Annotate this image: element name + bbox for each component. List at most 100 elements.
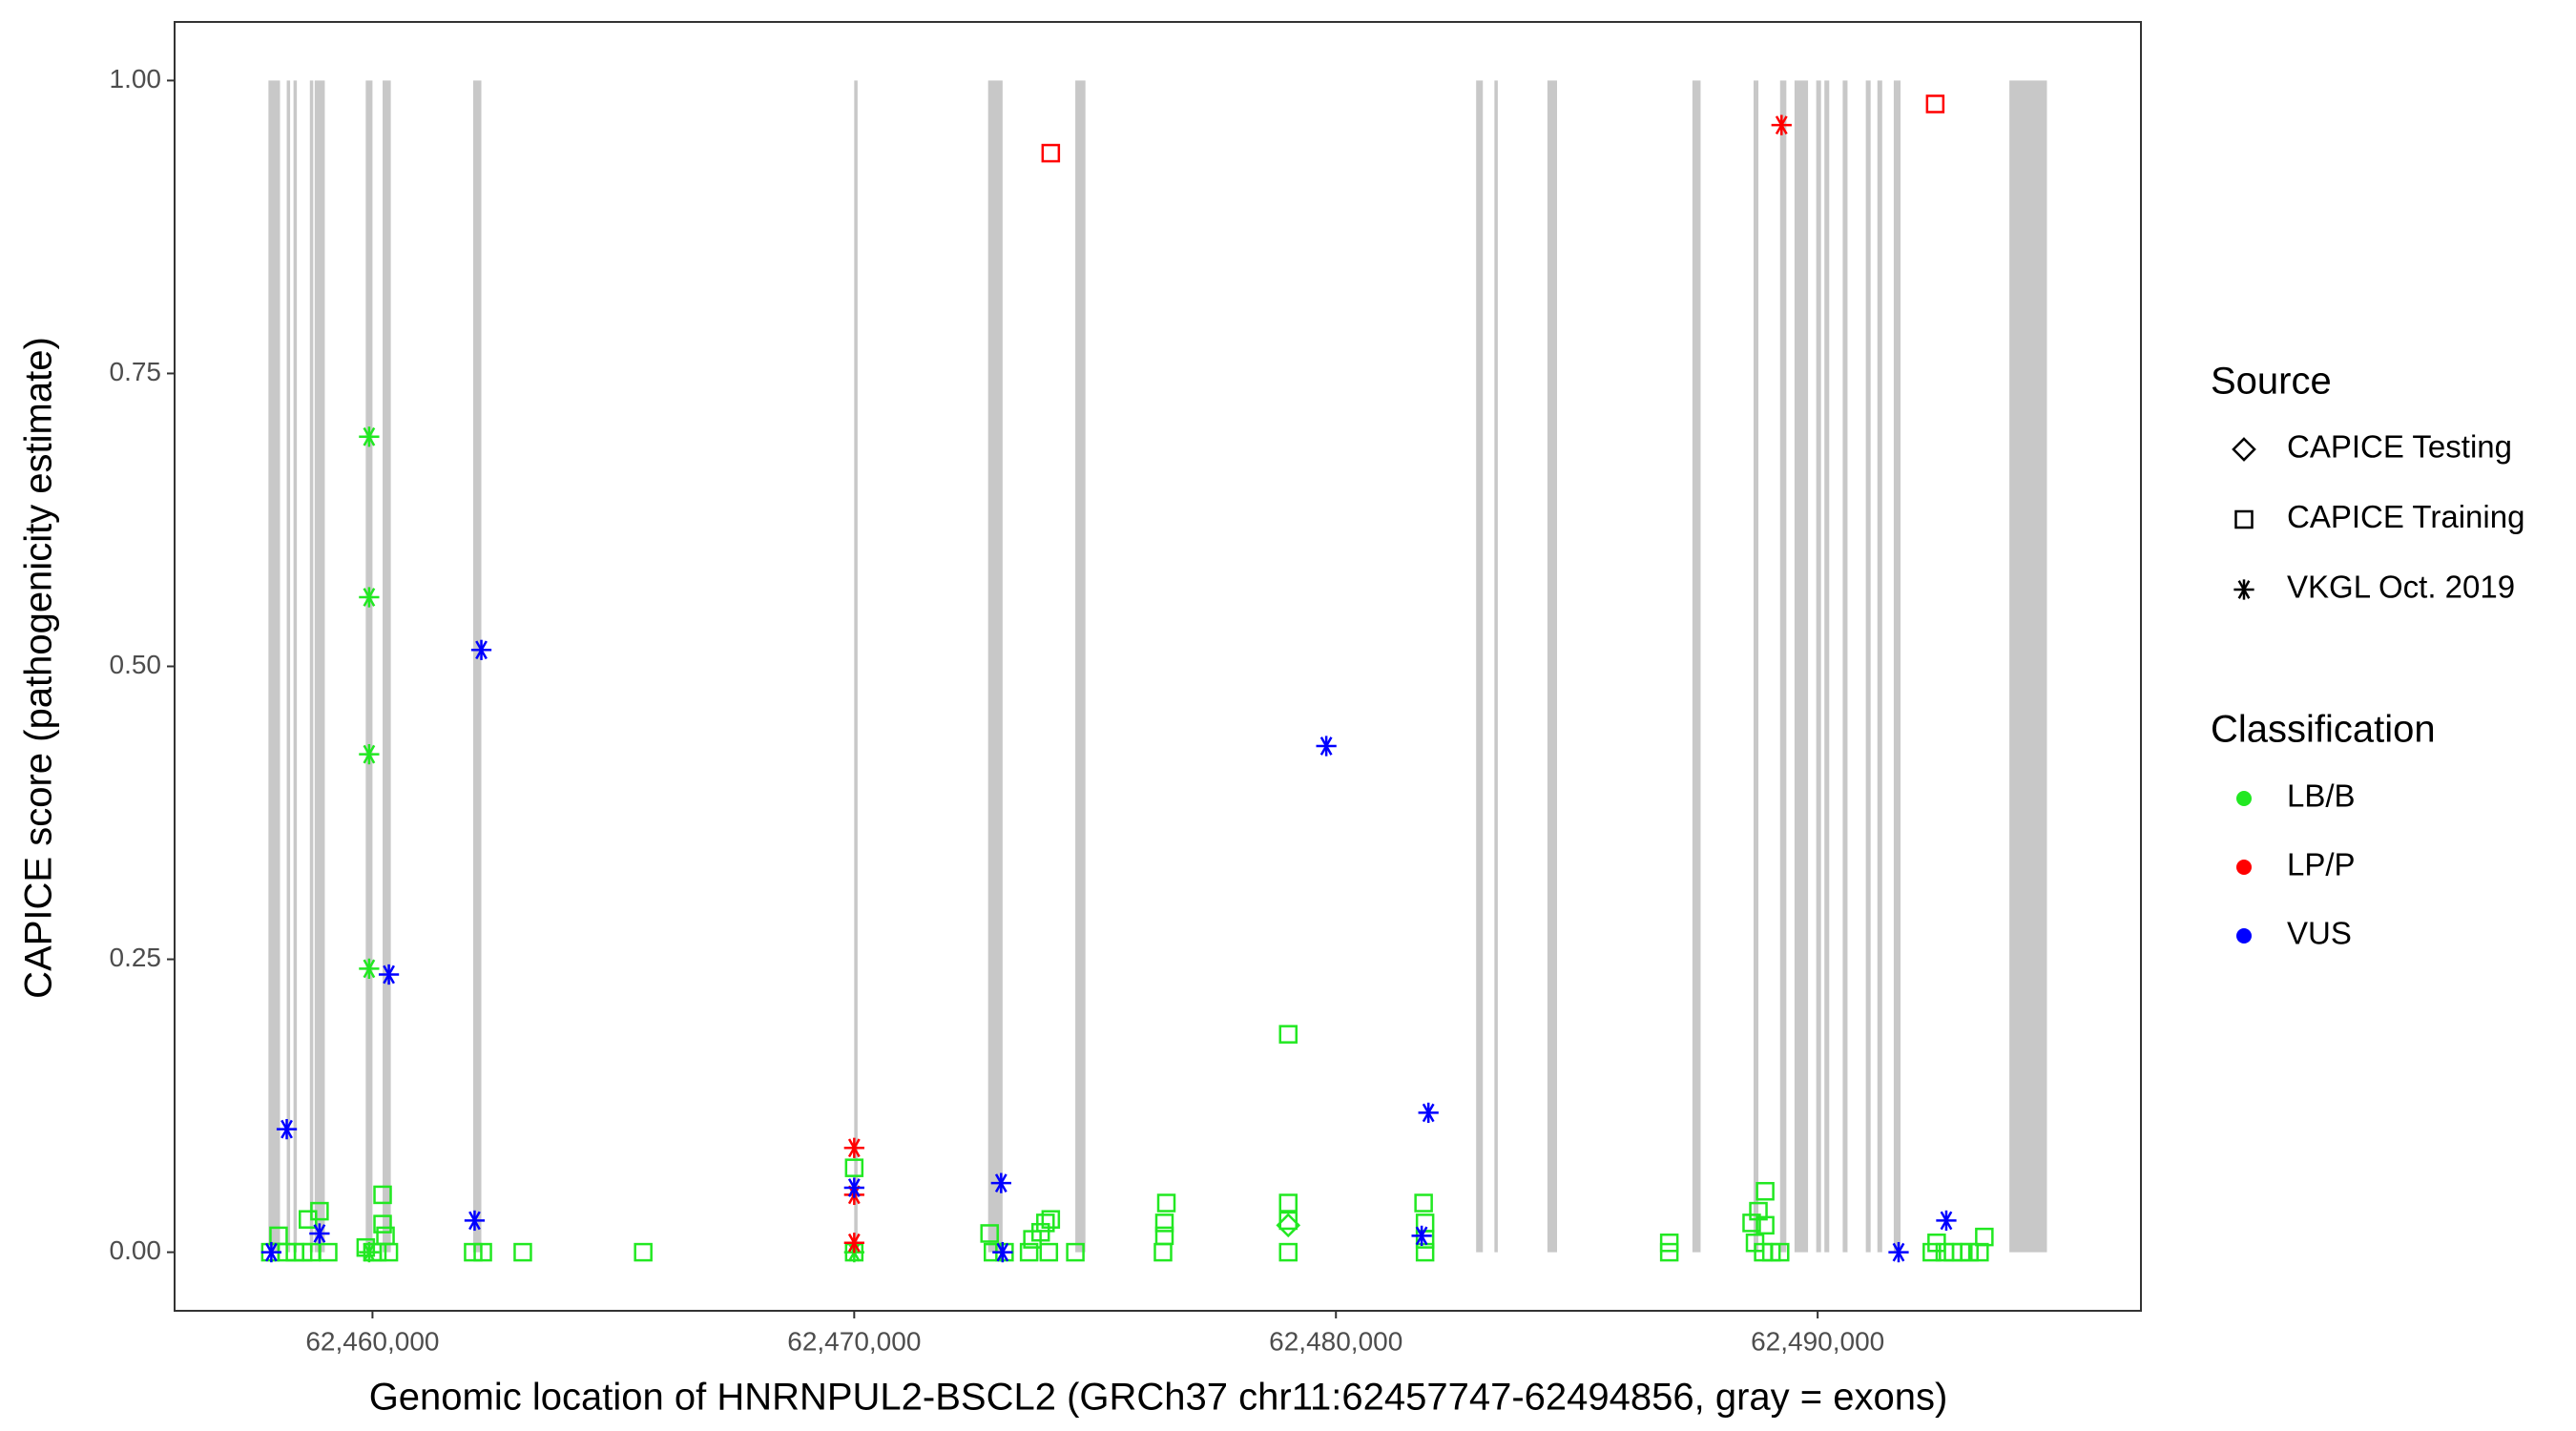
point	[373, 1214, 392, 1234]
point	[276, 1119, 298, 1140]
legend-symbol	[2236, 928, 2252, 944]
point	[1154, 1226, 1174, 1246]
point	[1411, 1225, 1432, 1247]
point	[1925, 94, 1945, 114]
point	[513, 1242, 532, 1262]
exon	[987, 80, 1003, 1253]
square	[1975, 1227, 1994, 1247]
diamond	[2232, 437, 2256, 462]
point	[1659, 1234, 1679, 1253]
legend-label: VKGL Oct. 2019	[2287, 570, 2515, 605]
exon	[365, 80, 373, 1253]
legend-label: VUS	[2287, 916, 2352, 951]
point	[992, 1241, 1013, 1263]
square	[1030, 1222, 1050, 1242]
x-tick-label: 62,480,000	[1269, 1326, 1402, 1356]
square	[634, 1242, 653, 1262]
y-tick-label: 0.00	[110, 1235, 162, 1265]
square	[1659, 1234, 1679, 1253]
point	[1771, 1242, 1790, 1262]
dot	[2236, 791, 2252, 806]
square	[1659, 1242, 1679, 1262]
square	[1414, 1193, 1433, 1213]
x-tick-label: 62,470,000	[787, 1326, 921, 1356]
square	[2234, 509, 2254, 529]
point	[1154, 1213, 1174, 1233]
point	[359, 426, 380, 447]
exon	[2009, 80, 2047, 1253]
point	[1276, 1213, 1301, 1238]
square	[373, 1185, 392, 1205]
square	[1036, 1213, 1055, 1233]
point	[1036, 1213, 1055, 1233]
square	[1039, 1242, 1059, 1262]
legend-label: LB/B	[2287, 778, 2356, 814]
legend-label: CAPICE Testing	[2287, 429, 2512, 465]
y-tick-label: 0.75	[110, 357, 162, 386]
square	[1925, 94, 1945, 114]
square	[1156, 1193, 1176, 1213]
point	[359, 1241, 380, 1263]
legend-title: Source	[2211, 361, 2332, 403]
exon	[1816, 80, 1821, 1253]
exon	[1547, 80, 1557, 1253]
dot	[2236, 928, 2252, 944]
point	[1415, 1242, 1435, 1262]
point	[1755, 1215, 1775, 1235]
x-axis-title: Genomic location of HNRNPUL2-BSCL2 (GRCh…	[369, 1377, 1948, 1419]
point	[1278, 1193, 1298, 1213]
exon	[1842, 80, 1848, 1253]
point	[356, 1237, 376, 1257]
point	[1755, 1181, 1775, 1201]
square	[1066, 1242, 1085, 1262]
legend-symbol	[2232, 437, 2256, 462]
square	[1755, 1215, 1775, 1235]
exon	[1476, 80, 1484, 1253]
point	[1039, 1242, 1059, 1262]
square	[1749, 1201, 1768, 1221]
exon	[1692, 80, 1701, 1253]
point	[843, 1233, 864, 1254]
point	[1418, 1102, 1439, 1124]
exon	[1754, 80, 1759, 1253]
exon	[286, 80, 291, 1253]
y-tick-label: 0.50	[110, 650, 162, 679]
square	[1278, 1025, 1298, 1044]
legend-symbol	[2234, 509, 2254, 529]
exon	[1877, 80, 1882, 1253]
diamond	[1276, 1213, 1301, 1238]
legend-symbol	[2236, 860, 2252, 875]
square	[1922, 1242, 1942, 1262]
square	[1019, 1242, 1039, 1262]
x-tick-label: 62,460,000	[305, 1326, 439, 1356]
exon	[1824, 80, 1830, 1253]
point	[379, 1242, 399, 1262]
point	[1742, 1213, 1761, 1233]
exon	[314, 80, 325, 1253]
x-tick-label: 62,490,000	[1751, 1326, 1884, 1356]
point	[1019, 1242, 1039, 1262]
point	[1066, 1242, 1085, 1262]
square	[1742, 1213, 1761, 1233]
point	[1960, 1242, 1979, 1262]
y-tick-label: 0.25	[110, 943, 162, 972]
exon	[268, 80, 280, 1253]
square	[379, 1242, 399, 1262]
square	[1960, 1242, 1979, 1262]
square	[1154, 1213, 1174, 1233]
point	[844, 1158, 864, 1177]
exon	[1779, 80, 1787, 1253]
point	[1771, 114, 1792, 135]
point	[1156, 1193, 1176, 1213]
legend-label: CAPICE Training	[2287, 499, 2524, 534]
point	[309, 1223, 330, 1244]
square	[980, 1224, 999, 1243]
square	[1771, 1242, 1790, 1262]
point	[1659, 1242, 1679, 1262]
point	[473, 1242, 492, 1262]
square	[464, 1242, 483, 1262]
point	[1888, 1241, 1909, 1263]
exon	[1494, 80, 1498, 1253]
